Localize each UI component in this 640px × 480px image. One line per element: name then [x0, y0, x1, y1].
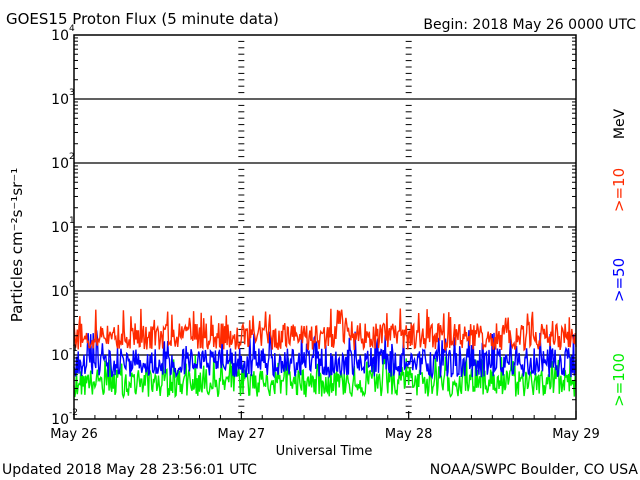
x-axis-label: Universal Time [276, 444, 373, 459]
legend-unit: MeV [612, 108, 628, 139]
plot-frame [73, 34, 577, 420]
series-line [73, 355, 577, 400]
y-tick-label: 10 [51, 28, 69, 44]
x-tick-label: May 28 [385, 427, 433, 442]
series-line [73, 308, 577, 352]
y-tick-exponent: 4 [69, 24, 75, 34]
begin-label: Begin: 2018 May 26 0000 UTC [423, 17, 636, 33]
y-tick-exponent: 0 [69, 280, 75, 290]
y-tick-exponent: 3 [69, 88, 75, 98]
y-tick-label: 10 [51, 284, 69, 300]
chart-title: GOES15 Proton Flux (5 minute data) [6, 10, 279, 28]
y-tick-label: 10 [51, 92, 69, 108]
series-layer [73, 308, 577, 400]
y-tick-exponent: -2 [69, 408, 78, 418]
y-tick-exponent: -1 [69, 344, 78, 354]
updated-label: Updated 2018 May 28 23:56:01 UTC [2, 462, 257, 478]
y-tick-label: 10 [51, 412, 69, 428]
y-tick-exponent: 2 [69, 152, 75, 162]
legend-entry: >=50 [610, 258, 628, 302]
legend: >=10 >=50 >=100 MeV [610, 108, 628, 406]
x-tick-labels: May 26 May 27 May 28 May 29 [50, 427, 600, 442]
y-tick-label: 10 [51, 348, 69, 364]
y-tick-exponent: 1 [69, 216, 75, 226]
legend-entry: >=10 [610, 168, 628, 212]
x-tick-label: May 27 [218, 427, 266, 442]
credit-label: NOAA/SWPC Boulder, CO USA [430, 462, 639, 478]
x-tick-label: May 26 [50, 427, 98, 442]
legend-entry: >=100 [610, 353, 628, 407]
x-tick-label: May 29 [552, 427, 600, 442]
y-tick-label: 10 [51, 156, 69, 172]
y-tick-label: 10 [51, 220, 69, 236]
series-line [73, 329, 577, 380]
y-axis-label: Particles cm⁻²s⁻¹sr⁻¹ [8, 168, 26, 322]
